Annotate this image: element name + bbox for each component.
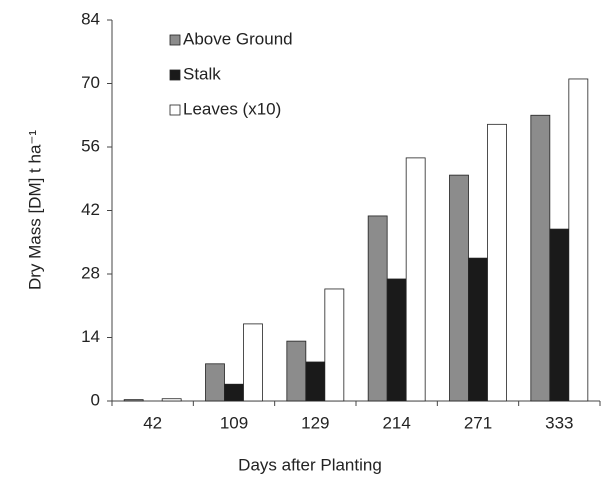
bar: [549, 228, 570, 402]
bar: [487, 123, 507, 402]
bar: [123, 399, 144, 402]
legend-label: Leaves (x10): [183, 99, 281, 118]
y-tick-label: 14: [81, 327, 100, 346]
bar: [286, 340, 307, 402]
bar: [324, 288, 345, 402]
bar: [205, 363, 225, 402]
legend-swatch: [169, 104, 181, 116]
y-axis-label: Dry Mass [DM] t ha⁻¹: [25, 130, 44, 290]
bar: [468, 257, 488, 402]
bar: [367, 215, 388, 402]
y-tick-label: 42: [81, 200, 100, 219]
bar: [449, 174, 469, 402]
y-tick-label: 0: [91, 390, 100, 409]
bar: [386, 278, 407, 402]
x-tick-label: 42: [143, 413, 162, 432]
x-axis-label: Days after Planting: [238, 455, 382, 474]
bar: [305, 361, 326, 402]
bar: [161, 398, 182, 402]
x-tick-label: 333: [545, 413, 573, 432]
bar: [405, 157, 426, 402]
bar: [243, 323, 263, 402]
legend-label: Above Ground: [183, 29, 293, 48]
x-tick-label: 271: [464, 413, 492, 432]
legend-swatch: [169, 34, 181, 46]
y-tick-label: 56: [81, 136, 100, 155]
y-tick-label: 28: [81, 263, 100, 282]
x-tick-label: 129: [301, 413, 329, 432]
bar: [530, 114, 551, 402]
bar: [224, 383, 244, 402]
x-tick-label: 214: [382, 413, 410, 432]
y-tick-label: 84: [81, 9, 100, 28]
legend-swatch: [169, 69, 181, 81]
y-tick-label: 70: [81, 73, 100, 92]
legend-label: Stalk: [183, 64, 221, 83]
bar: [568, 78, 589, 402]
x-tick-label: 109: [220, 413, 248, 432]
